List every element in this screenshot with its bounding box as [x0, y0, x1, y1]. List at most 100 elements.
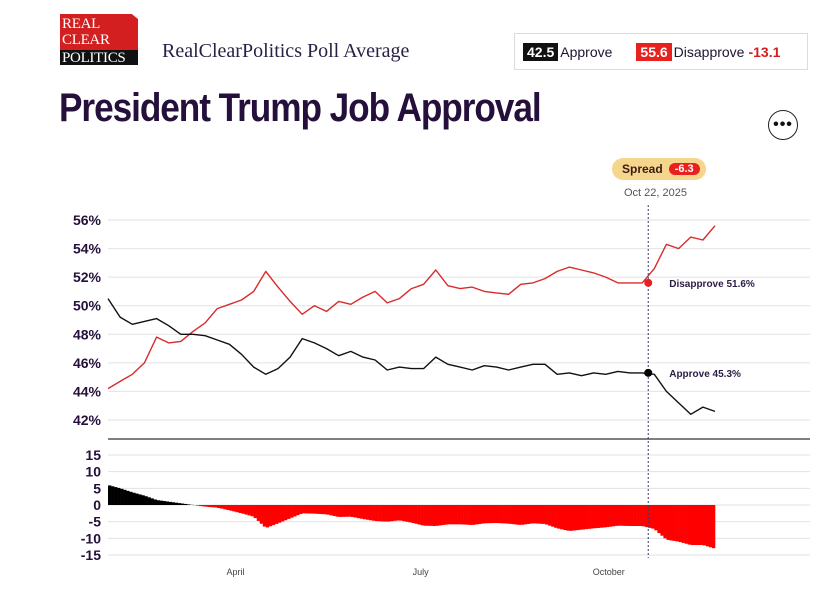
spread-value-badge: -6.3 [668, 163, 700, 175]
y-tick-label: 50% [73, 298, 102, 314]
spread-bar [375, 505, 379, 522]
spread-bar [581, 505, 585, 530]
spread-bar [605, 505, 610, 528]
spread-bar [365, 505, 370, 520]
spread-bar [277, 505, 282, 523]
spread-bar [681, 505, 685, 543]
spread-bar [441, 505, 446, 525]
spread-bar [259, 505, 264, 524]
logo-line-clear: CLEAR [62, 32, 110, 48]
spread-bar [262, 505, 267, 527]
spread-bar [569, 505, 573, 531]
spread-bar [126, 490, 130, 505]
spread-bar [593, 505, 597, 529]
spread-bar [566, 505, 570, 531]
spread-bar [654, 505, 658, 531]
spread-bar [572, 505, 576, 531]
approve-marker-dot [644, 368, 653, 377]
spread-bar [393, 505, 397, 521]
spread-bar [344, 505, 349, 517]
spread-bar [617, 505, 622, 526]
spread-bar [705, 505, 710, 547]
spread-bar [229, 505, 233, 511]
spread-bar [663, 505, 667, 539]
spread-bar [563, 505, 567, 530]
spread-bar [675, 505, 679, 542]
spread-bar [666, 505, 670, 540]
approve-label: Approve [560, 43, 613, 60]
spread-bar [420, 505, 424, 526]
spread-bar [108, 485, 112, 505]
spread-y-tick-label: -15 [81, 547, 101, 563]
spread-bar [502, 505, 506, 524]
spread-bar [381, 505, 385, 522]
spread-bar [611, 505, 616, 527]
disapprove-label: Disapprove [673, 43, 745, 60]
spread-bar [548, 505, 552, 526]
spread-bar [669, 505, 673, 541]
spread-bar [214, 505, 218, 508]
spread-bar [338, 505, 342, 517]
spread-bar [587, 505, 591, 529]
spread-bar [299, 505, 303, 514]
spread-bar [699, 505, 704, 545]
y-tick-label: 48% [73, 326, 102, 342]
spread-bar [177, 503, 182, 505]
more-options-button[interactable]: ••• [768, 110, 798, 140]
spread-bar [520, 505, 525, 525]
spread-bar [399, 505, 403, 521]
spread-bar [693, 505, 698, 545]
disapprove-value-badge: 55.6 [636, 42, 672, 61]
spread-bar [575, 505, 579, 531]
spread-bar [466, 505, 470, 525]
logo-red-block [60, 14, 138, 50]
spread-bar [438, 505, 443, 526]
spread-bar [651, 505, 655, 529]
spread-bar [369, 505, 373, 521]
y-tick-label: 56% [73, 212, 102, 228]
spread-bar [147, 497, 151, 505]
spread-bar [296, 505, 300, 516]
spread-tooltip: Spread -6.3 [612, 158, 706, 180]
spread-bar [560, 505, 564, 530]
spread-bar [265, 505, 270, 528]
x-tick-label: April [226, 567, 244, 577]
disapprove-annotation: Disapprove 51.6% [669, 279, 755, 290]
spread-bar [636, 505, 640, 526]
spread-bar [657, 505, 661, 533]
spread-bar [414, 505, 418, 524]
spread-bar [323, 505, 327, 515]
spread-bar [496, 505, 500, 524]
spread-bar [238, 505, 242, 513]
rcp-logo[interactable]: REAL CLEAR POLITICS [60, 14, 138, 66]
spread-bar [138, 494, 142, 505]
spread-bar [626, 505, 631, 526]
x-tick-label: October [593, 567, 625, 577]
spread-bar [205, 505, 209, 507]
spread-bar [633, 505, 637, 526]
spread-bar [538, 505, 543, 524]
spread-bar [487, 505, 491, 524]
spread-bar [432, 505, 437, 526]
spread-bar [672, 505, 676, 541]
spread-bar [630, 505, 634, 526]
spread-bar [274, 505, 279, 524]
spread-bar [150, 498, 154, 505]
spread-bar [284, 505, 288, 521]
spread-bar [472, 505, 476, 525]
spread-bar [511, 505, 515, 525]
spread-bar [708, 505, 713, 548]
spread-bar [457, 505, 461, 525]
spread-bar [639, 505, 643, 526]
spread-bar [545, 505, 549, 525]
spread-bar [347, 505, 352, 517]
spread-bar [141, 495, 145, 505]
spread-bar [378, 505, 382, 522]
spread-bar [408, 505, 412, 523]
poll-average-subtitle: RealClearPolitics Poll Average [162, 40, 410, 62]
spread-bar [523, 505, 528, 525]
logo-black-block [60, 50, 138, 65]
spread-bar [353, 505, 358, 518]
spread-bar [226, 505, 230, 510]
